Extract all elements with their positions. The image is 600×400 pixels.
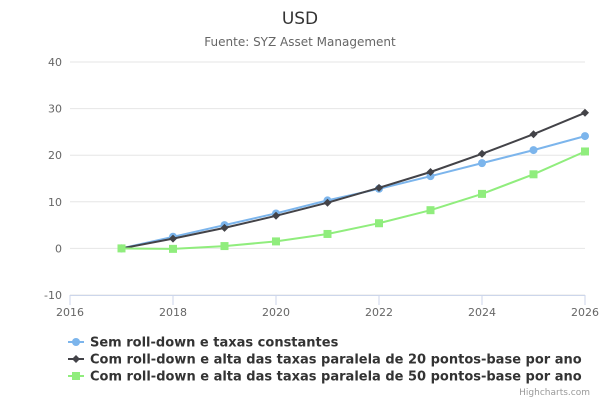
legend-marker[interactable] — [72, 372, 80, 380]
x-tick-label: 2018 — [159, 306, 187, 319]
y-tick-label: 10 — [48, 196, 62, 209]
data-point[interactable] — [272, 237, 280, 246]
data-point[interactable] — [220, 223, 229, 232]
legend-label: Sem roll-down e taxas constantes — [90, 336, 339, 351]
data-point[interactable] — [426, 172, 435, 181]
data-point[interactable] — [426, 206, 435, 215]
data-point[interactable] — [375, 183, 383, 192]
data-point[interactable] — [478, 149, 486, 158]
series-line — [120, 111, 586, 250]
series-2 — [117, 108, 589, 253]
data-point[interactable] — [581, 147, 589, 156]
x-tick-label: 2020 — [262, 306, 290, 319]
data-point[interactable] — [169, 244, 177, 253]
credits-link[interactable]: Highcharts.com — [519, 388, 590, 398]
data-point[interactable] — [169, 234, 177, 243]
chart-title: USD — [282, 9, 318, 29]
series-layer — [117, 108, 589, 253]
legend: Sem roll-down e taxas constantes Com roll… — [68, 336, 582, 385]
y-tick-label: 0 — [55, 242, 62, 255]
y-tick-label: 20 — [48, 149, 62, 162]
data-point[interactable] — [529, 146, 538, 155]
x-tick-label: 2026 — [571, 306, 599, 319]
data-point[interactable] — [529, 170, 538, 179]
y-tick-label: 30 — [48, 103, 62, 116]
y-tick-label: 40 — [48, 56, 62, 69]
legend-label: Com roll-down e alta das taxas paralela … — [90, 370, 582, 385]
data-point[interactable] — [581, 108, 589, 117]
x-tick-label: 2022 — [365, 306, 393, 319]
data-point[interactable] — [581, 132, 589, 141]
legend-item-2[interactable]: Com roll-down e alta das taxas paralela … — [68, 353, 582, 368]
data-point[interactable] — [323, 229, 332, 238]
series-3 — [117, 147, 589, 253]
series-line — [120, 150, 586, 250]
data-point[interactable] — [323, 198, 332, 207]
data-point[interactable] — [375, 219, 383, 228]
series-1 — [117, 132, 589, 253]
x-axis: 2016 2018 2020 2022 2024 2026 — [56, 295, 599, 319]
grid-lines — [70, 61, 585, 296]
y-axis: -10 0 10 20 30 40 — [44, 56, 62, 302]
data-point[interactable] — [117, 244, 126, 253]
data-point[interactable] — [426, 167, 435, 176]
data-point[interactable] — [478, 189, 486, 198]
legend-item-1[interactable]: Sem roll-down e taxas constantes — [68, 336, 339, 351]
y-tick-label: -10 — [44, 289, 62, 302]
series-line — [120, 135, 586, 250]
chart-subtitle: Fuente: SYZ Asset Management — [204, 35, 396, 49]
legend-marker[interactable] — [72, 338, 80, 346]
data-point[interactable] — [478, 159, 486, 168]
data-point[interactable] — [272, 211, 280, 220]
x-tick-label: 2024 — [468, 306, 496, 319]
x-tick-label: 2016 — [56, 306, 84, 319]
data-point[interactable] — [529, 130, 538, 139]
legend-label: Com roll-down e alta das taxas paralela … — [90, 353, 582, 368]
legend-item-3[interactable]: Com roll-down e alta das taxas paralela … — [68, 370, 582, 385]
data-point[interactable] — [220, 242, 229, 251]
legend-marker[interactable] — [72, 355, 80, 363]
